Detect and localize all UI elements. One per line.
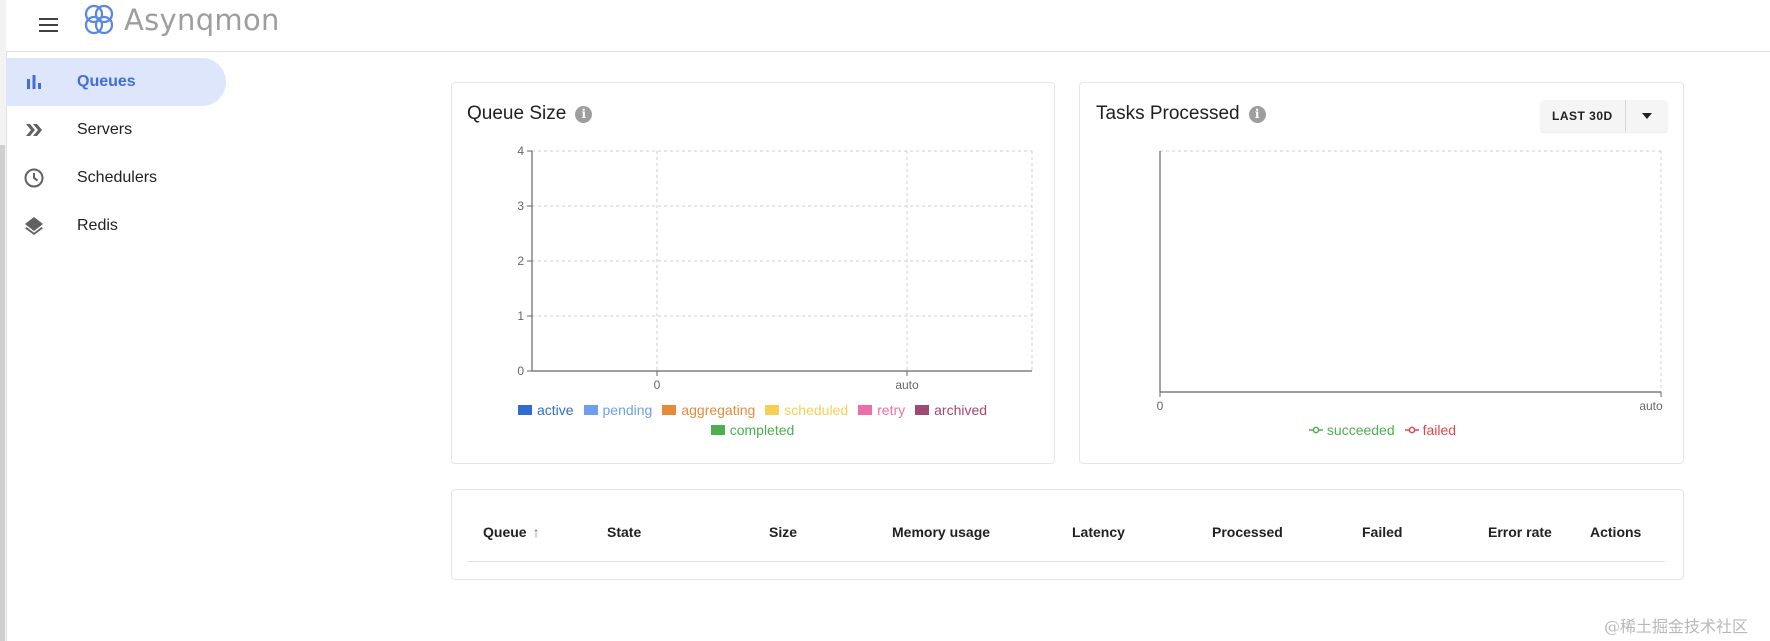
legend-item-active[interactable]: active	[517, 402, 574, 418]
column-header-state[interactable]: State	[607, 524, 641, 540]
watermark: @稀土掘金技术社区	[1604, 617, 1749, 636]
column-header-label: Memory usage	[892, 524, 991, 540]
tasks-processed-legend: succeeded failed	[1250, 422, 1515, 442]
menu-icon	[39, 18, 58, 20]
legend-swatch	[915, 405, 930, 415]
caret-down-icon	[1641, 113, 1652, 119]
card-title: Queue Size	[467, 103, 567, 124]
tasks-processed-chart: 0 auto	[1157, 150, 1663, 413]
menu-button[interactable]	[29, 6, 69, 42]
range-button-group: LAST 30D	[1540, 100, 1668, 132]
legend-swatch	[517, 405, 532, 415]
column-header-actions[interactable]: Actions	[1590, 524, 1641, 540]
legend-label: retry	[877, 402, 906, 418]
table-divider	[467, 561, 1665, 562]
legend-label: aggregating	[681, 402, 756, 418]
column-header-size[interactable]: Size	[769, 524, 797, 540]
column-header-processed[interactable]: Processed	[1212, 524, 1283, 540]
sidebar-item-label: Servers	[77, 121, 133, 138]
menu-icon	[39, 30, 58, 32]
queue-size-title-row: Queue Size i	[467, 103, 593, 125]
x-tick-label: 0	[654, 378, 661, 392]
y-tick-label: 4	[517, 144, 524, 158]
legend-item-pending[interactable]: pending	[583, 402, 653, 418]
sidebar-item-label: Schedulers	[77, 169, 158, 186]
x-tick-label: auto	[895, 378, 919, 392]
double-chevron-icon	[26, 124, 42, 136]
y-tick-label: 1	[517, 309, 524, 323]
y-tick-label: 2	[517, 254, 524, 268]
app-name: Asynqmon	[124, 3, 280, 37]
tasks-processed-card	[1079, 82, 1684, 464]
logo-icon	[84, 4, 114, 35]
legend-item-archived[interactable]: archived	[915, 402, 987, 418]
logo[interactable]: Asynqmon	[80, 0, 280, 40]
sidebar-item-label: Redis	[77, 217, 118, 234]
legend-label: failed	[1422, 422, 1457, 438]
legend-label: completed	[729, 422, 795, 438]
legend-swatch	[710, 425, 725, 435]
legend-label: pending	[602, 402, 653, 418]
column-header-label: Failed	[1362, 524, 1403, 540]
legend-line-marker	[1308, 426, 1323, 434]
column-header-label: Processed	[1212, 524, 1283, 540]
column-header-label: Error rate	[1488, 524, 1552, 540]
legend-item-completed[interactable]: completed	[710, 422, 795, 438]
legend-item-retry[interactable]: retry	[858, 402, 905, 418]
column-header-latency[interactable]: Latency	[1072, 524, 1125, 540]
sort-arrow-icon: ↑	[532, 524, 540, 540]
legend-swatch	[662, 405, 677, 415]
sidebar-item-servers[interactable]: Servers	[6, 106, 226, 154]
card-title: Tasks Processed	[1096, 103, 1240, 124]
x-tick-label: 0	[1157, 399, 1164, 413]
y-tick-label: 3	[517, 199, 524, 213]
app-bar: Asynqmon	[6, 0, 1770, 52]
bar-chart-icon	[27, 75, 41, 89]
legend-label: succeeded	[1326, 422, 1395, 438]
column-header-label: Queue	[483, 524, 527, 540]
column-header-label: Latency	[1072, 524, 1125, 540]
sidebar-item-label: Queues	[77, 73, 136, 90]
legend-item-aggregating[interactable]: aggregating	[662, 402, 755, 418]
info-icon[interactable]: i	[575, 105, 593, 123]
column-header-queue[interactable]: Queue ↑	[483, 524, 540, 540]
clock-icon	[24, 168, 44, 188]
queue-size-legend: active pending aggregating scheduled retry ar…	[490, 402, 1015, 442]
sidebar-item-redis[interactable]: Redis	[6, 202, 226, 250]
legend-label: active	[536, 402, 574, 418]
info-icon[interactable]: i	[1248, 105, 1266, 123]
range-dropdown-button[interactable]	[1626, 100, 1668, 132]
column-header-memory-usage[interactable]: Memory usage	[892, 524, 990, 540]
queue-size-chart: 0 1 2 3 4 0 auto	[517, 144, 1033, 392]
y-tick-label: 0	[517, 364, 524, 378]
legend-item-failed[interactable]: failed	[1404, 422, 1457, 438]
layers-icon	[25, 217, 43, 235]
queues-table	[451, 489, 1684, 580]
legend-label: archived	[934, 402, 988, 418]
legend-swatch	[858, 405, 873, 415]
column-header-label: Size	[769, 524, 798, 540]
queue-size-card	[451, 82, 1055, 464]
x-tick-label: auto	[1639, 399, 1663, 413]
window-edge	[0, 145, 5, 641]
legend-label: scheduled	[784, 402, 849, 418]
column-header-failed[interactable]: Failed	[1362, 524, 1402, 540]
tasks-processed-title-row: Tasks Processed i	[1096, 103, 1266, 125]
sidebar-item-schedulers[interactable]: Schedulers	[6, 154, 226, 202]
column-header-error-rate[interactable]: Error rate	[1488, 524, 1552, 540]
menu-icon	[39, 24, 58, 26]
column-header-label: State	[607, 524, 642, 540]
sidebar-item-queues[interactable]: Queues	[6, 58, 226, 106]
legend-item-succeeded[interactable]: succeeded	[1308, 422, 1395, 438]
range-button[interactable]: LAST 30D	[1540, 100, 1626, 132]
legend-swatch	[765, 405, 780, 415]
legend-swatch	[583, 405, 598, 415]
legend-line-marker	[1404, 426, 1419, 434]
column-header-label: Actions	[1590, 524, 1642, 540]
legend-item-scheduled[interactable]: scheduled	[765, 402, 848, 418]
